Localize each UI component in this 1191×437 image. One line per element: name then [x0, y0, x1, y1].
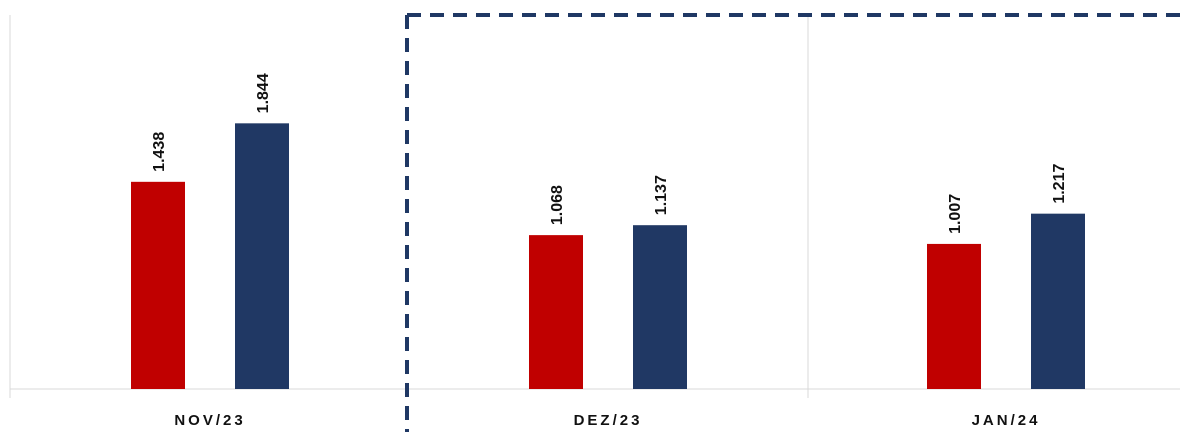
value-label-jan-series-2: 1.217 — [1051, 164, 1068, 204]
category-label-dez: DEZ/23 — [574, 412, 643, 429]
highlight-dashed-box — [405, 13, 1180, 432]
bar-jan-series-2 — [1031, 213, 1085, 389]
category-labels: NOV/23 DEZ/23 JAN/24 — [174, 412, 1041, 429]
value-label-nov-series-1: 1.438 — [151, 132, 168, 172]
value-label-dez-series-1: 1.068 — [549, 185, 566, 225]
value-label-jan-series-1: 1.007 — [947, 194, 964, 234]
bar-nov-series-1 — [131, 181, 185, 389]
category-label-nov: NOV/23 — [174, 412, 245, 429]
category-dividers — [9, 15, 809, 398]
bar-jan-series-1 — [927, 243, 981, 389]
bar-dez-series-2 — [633, 225, 687, 389]
category-label-jan: JAN/24 — [972, 412, 1041, 429]
value-label-nov-series-2: 1.844 — [255, 73, 272, 113]
value-label-dez-series-2: 1.137 — [653, 175, 670, 215]
bar-dez-series-1 — [529, 235, 583, 389]
value-labels-group: 1.438 1.844 1.068 1.137 1.007 1.217 — [151, 73, 1068, 234]
bar-nov-series-2 — [235, 123, 289, 390]
bars-group — [131, 123, 1085, 390]
